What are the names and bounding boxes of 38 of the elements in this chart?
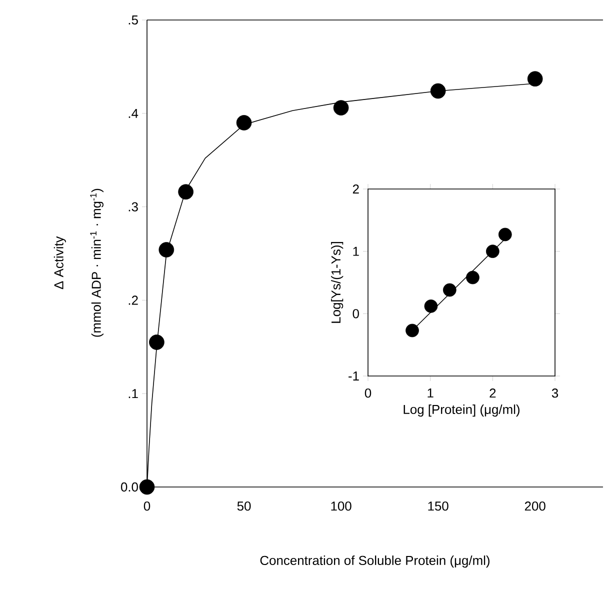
x-tick-label: 50 — [237, 502, 251, 511]
x-tick-label: 200 — [524, 502, 546, 511]
x-tick-label: 1 — [428, 388, 434, 398]
point — [498, 228, 512, 242]
y-tick-label: 0.0 — [120, 482, 138, 492]
y-axis-title: Log[Ys/(1-Ys)] — [331, 242, 344, 323]
point — [430, 83, 446, 99]
x-tick-label: 150 — [428, 502, 448, 511]
text: (mmol ADP · min$^{-1}$ · mg$^{-1}$) — [90, 188, 104, 337]
y-tick-label: 1 — [353, 246, 359, 256]
point — [236, 115, 252, 130]
y-tick-label: 2 — [352, 184, 359, 194]
x-axis-title: Log [Protein] (μg/ml) — [404, 404, 520, 417]
point — [466, 270, 480, 284]
x-tick-label: 100 — [331, 502, 352, 511]
x-tick-label: 0 — [364, 388, 372, 398]
y-tick-label: .2 — [128, 296, 138, 305]
y-tick-label: .1 — [128, 389, 138, 398]
point — [424, 300, 438, 313]
point — [158, 242, 174, 258]
y-tick-label: .4 — [128, 108, 138, 118]
y-tick-label: .5 — [128, 15, 138, 25]
point — [333, 100, 349, 116]
y-tick-label: .3 — [128, 202, 138, 212]
x-axis-title: Concentration of Soluble Protein (μg/ml) — [260, 556, 490, 568]
point — [486, 244, 500, 258]
point — [527, 71, 543, 87]
point — [178, 184, 194, 200]
y-tick-label: 0 — [352, 309, 359, 318]
y-tick-label: -1 — [348, 372, 359, 380]
x-tick-label: 2 — [490, 388, 496, 398]
point — [139, 479, 155, 495]
point — [406, 324, 419, 338]
point — [442, 283, 456, 297]
point — [149, 334, 164, 350]
x-tick-label: 3 — [552, 388, 558, 398]
x-tick-label: 0 — [144, 502, 150, 511]
y-axis-title: Δ Activity — [54, 236, 66, 290]
